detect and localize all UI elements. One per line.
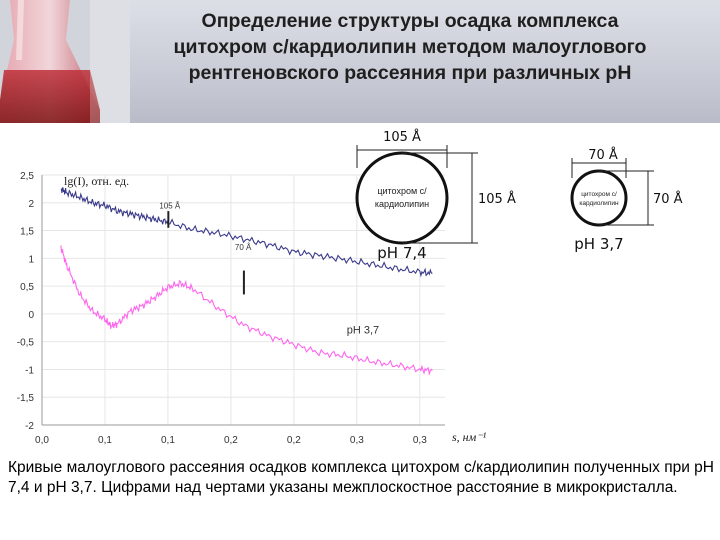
spacing-label: 105 Å: [159, 201, 181, 210]
y-tick-label: 0: [28, 310, 34, 321]
circle-label: кардиолипин: [579, 200, 619, 207]
series-line: [60, 245, 433, 376]
y-tick-label: -1: [25, 365, 34, 376]
y-tick-label: -1,5: [17, 393, 35, 404]
unit-circle: [355, 151, 449, 245]
dimension-label-top: 70 Å: [588, 147, 618, 163]
unit-circle: [570, 169, 628, 227]
series-line: [60, 187, 433, 278]
x-tick-label: 0,1: [98, 435, 112, 446]
dimension-label-top: 105 Å: [383, 129, 421, 145]
x-tick-label: 0,2: [287, 435, 301, 446]
slide-title: Определение структуры осадка комплекса ц…: [173, 10, 647, 84]
circle-label: кардиолипин: [375, 199, 429, 209]
x-tick-label: 0,3: [413, 435, 427, 446]
x-tick-label: 0,1: [161, 435, 175, 446]
y-tick-label: 1,5: [20, 227, 34, 238]
y-tick-label: 2: [28, 199, 34, 210]
spacing-label: 70 Å: [235, 243, 252, 252]
x-tick-label: 0,2: [224, 435, 238, 446]
title-banner: Определение структуры осадка комплекса ц…: [0, 0, 720, 123]
circle-label: цитохром с/: [581, 191, 617, 198]
x-axis-label: s, нм⁻¹: [452, 430, 487, 444]
ph-label: рН 3,7: [574, 235, 623, 253]
y-tick-label: 2,5: [20, 171, 34, 182]
y-tick-label: 0,5: [20, 282, 34, 293]
x-tick-label: 0,3: [350, 435, 364, 446]
ph-label: рН 7,4: [377, 244, 426, 262]
x-tick-label: 0,0: [35, 435, 49, 446]
y-tick-label: -0,5: [17, 338, 35, 349]
saxs-figure: 2,5 2 1,5 1 0,5 0 -0,5 -1 -1,5 -20,0 0,1 0,1 0,2 0,2 0…: [17, 129, 683, 446]
flask-icon: [0, 0, 130, 123]
figure-caption: Кривые малоуглового рассеяния осадков ко…: [8, 459, 714, 496]
y-tick-label: 1: [28, 254, 34, 265]
y-axis-label: lg(I), отн. ед.: [64, 174, 129, 188]
circle-label: цитохром с/: [377, 186, 427, 196]
dimension-label-right: 105 Å: [478, 191, 516, 207]
series-label: pH 3,7: [347, 324, 379, 336]
y-tick-label: -2: [25, 421, 34, 432]
dimension-label-right: 70 Å: [653, 191, 683, 207]
